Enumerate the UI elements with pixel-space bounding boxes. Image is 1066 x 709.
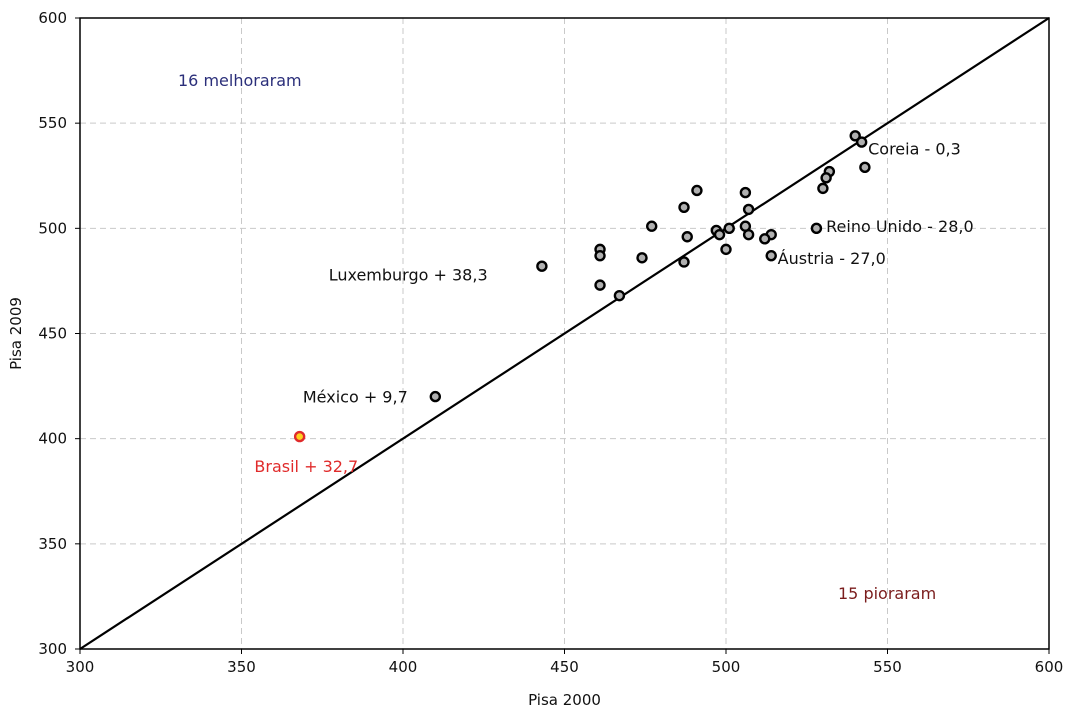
point-annotations: Coreia - 0,3 Reino Unido - 28,0 Áustria - … bbox=[254, 139, 973, 476]
data-point bbox=[849, 130, 861, 142]
y-tick-label: 600 bbox=[38, 9, 67, 27]
data-point bbox=[691, 184, 703, 197]
point-label: Coreia - 0,3 bbox=[868, 139, 961, 158]
x-axis-title: Pisa 2000 bbox=[528, 691, 601, 709]
y-tick-label: 450 bbox=[38, 325, 67, 343]
data-point bbox=[810, 222, 823, 235]
y-tick-label: 550 bbox=[38, 114, 67, 132]
data-point bbox=[723, 222, 735, 235]
point-label: Áustria - 27,0 bbox=[778, 249, 886, 268]
reference-line-layer bbox=[79, 17, 1050, 650]
x-tick-label: 450 bbox=[550, 658, 579, 676]
x-tick-label: 550 bbox=[873, 658, 902, 676]
worsened-note: 15 pioraram bbox=[838, 584, 936, 603]
data-point bbox=[636, 252, 648, 264]
data-point bbox=[713, 228, 726, 241]
x-tick-label: 400 bbox=[389, 658, 418, 676]
point-label: México + 9,7 bbox=[303, 388, 408, 407]
data-point bbox=[742, 203, 755, 216]
data-point bbox=[681, 231, 693, 243]
data-point bbox=[594, 279, 606, 291]
x-tick-label: 350 bbox=[227, 658, 256, 676]
data-point bbox=[859, 161, 871, 174]
data-points bbox=[293, 130, 871, 443]
x-tick-label: 300 bbox=[66, 658, 95, 676]
point-label: Reino Unido - 28,0 bbox=[826, 217, 974, 236]
x-tick-label: 500 bbox=[712, 658, 741, 676]
data-point bbox=[536, 260, 548, 272]
y-tick-label: 500 bbox=[38, 219, 67, 237]
data-point bbox=[817, 182, 829, 195]
data-point bbox=[646, 220, 658, 232]
y-tick-label: 400 bbox=[38, 430, 67, 448]
y-tick-label: 300 bbox=[38, 640, 67, 658]
y-tick-label: 350 bbox=[38, 535, 67, 553]
point-label: Luxemburgo + 38,3 bbox=[329, 266, 488, 285]
data-point bbox=[594, 249, 606, 262]
data-point bbox=[759, 233, 771, 245]
tick-labels: 300 350 400 450 500 550 600 300 350 400 450 500 550 6… bbox=[38, 9, 1063, 676]
data-point bbox=[765, 249, 777, 262]
data-point bbox=[739, 220, 752, 232]
x-tick-label: 600 bbox=[1035, 658, 1064, 676]
data-point bbox=[678, 256, 690, 268]
y-axis-title: Pisa 2009 bbox=[7, 297, 25, 370]
data-point bbox=[720, 243, 732, 256]
reference-line bbox=[79, 17, 1050, 650]
highlighted-point bbox=[293, 430, 306, 443]
data-point bbox=[820, 172, 832, 184]
data-point bbox=[429, 390, 441, 403]
improved-note: 16 melhoraram bbox=[178, 71, 302, 90]
data-point bbox=[855, 136, 868, 148]
data-point bbox=[678, 201, 690, 214]
data-point bbox=[613, 289, 626, 302]
data-point bbox=[739, 186, 752, 199]
point-label: Brasil + 32,7 bbox=[254, 457, 358, 476]
